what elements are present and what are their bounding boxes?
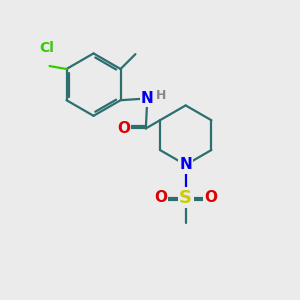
Text: O: O: [204, 190, 218, 205]
Text: N: N: [141, 91, 154, 106]
Text: O: O: [154, 190, 167, 205]
Text: O: O: [117, 121, 130, 136]
Text: S: S: [179, 189, 192, 207]
Text: Cl: Cl: [40, 41, 55, 55]
Text: N: N: [179, 158, 192, 172]
Text: H: H: [155, 89, 166, 102]
